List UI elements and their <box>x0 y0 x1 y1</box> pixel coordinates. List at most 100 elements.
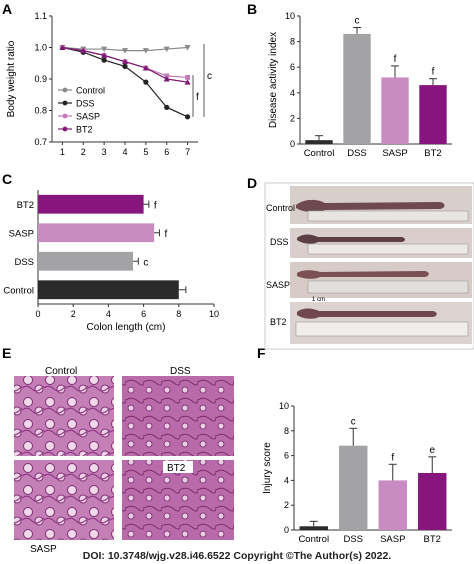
tick-label-c-x: 0 <box>35 309 40 319</box>
label-d-sasp: SASP <box>266 280 290 290</box>
tick-label-a-x: 2 <box>81 147 86 157</box>
tick-label-f-y: 10 <box>279 401 289 411</box>
ruler-dss <box>307 243 469 255</box>
sig-label-f: e <box>429 445 435 456</box>
tick-label-b-y: 10 <box>285 11 295 21</box>
bar-f-sasp <box>378 480 407 530</box>
legend-marker-control <box>62 87 68 93</box>
point-bt2 <box>142 64 149 71</box>
label-bg-bt2 <box>163 461 193 473</box>
tick-label-c-x: 2 <box>71 309 76 319</box>
bar-c-dss <box>38 251 134 271</box>
category-label-b: BT2 <box>424 148 441 159</box>
panel-letter-a: A <box>2 1 12 17</box>
tick-label-a-x: 3 <box>102 147 107 157</box>
histology-bt2 <box>122 460 234 540</box>
label-bg-control <box>40 364 88 376</box>
point-bt2 <box>101 52 108 58</box>
label-d-bt2: BT2 <box>270 317 287 327</box>
category-label-b: Control <box>304 148 335 159</box>
bar-c-bt2 <box>38 194 144 214</box>
colon-dss <box>297 234 405 244</box>
histology-control <box>14 376 114 456</box>
legend-marker-sasp <box>62 113 68 119</box>
point-bt2 <box>122 58 128 65</box>
bar-f-control <box>299 526 328 530</box>
sig-label-c: c <box>143 257 148 268</box>
colon-sasp <box>297 270 429 279</box>
point-dss <box>164 104 170 110</box>
bar-b-bt2 <box>419 85 447 144</box>
category-label-f: Control <box>298 534 329 545</box>
point-dss <box>122 63 128 69</box>
sig-label-f: f <box>391 452 394 463</box>
tick-label-f-y: 8 <box>284 426 289 436</box>
legend-label-control: Control <box>76 86 105 96</box>
axis-label-b-y: Disease activity index <box>268 32 279 128</box>
sig-label-f: c <box>351 416 356 427</box>
tick-label-c-x: 4 <box>106 309 111 319</box>
point-control <box>122 48 128 54</box>
point-bt2 <box>59 44 66 50</box>
histology-sasp <box>14 460 114 540</box>
tick-label-b-y: 8 <box>290 37 295 47</box>
sig-label-c: f <box>154 200 157 211</box>
tick-label-a-y: 1.0 <box>34 43 47 53</box>
category-label-f: DSS <box>343 534 363 545</box>
ruler-bt2 <box>295 321 469 337</box>
tick-label-a-x: 5 <box>143 147 148 157</box>
bar-f-bt2 <box>418 472 447 530</box>
category-label-c: Control <box>3 285 34 296</box>
sig-label-b: f <box>394 54 397 65</box>
sig-label-b: f <box>432 67 435 78</box>
legend-label-sasp: SASP <box>76 112 100 122</box>
colon-control <box>296 199 445 213</box>
bar-c-control <box>38 280 179 300</box>
tick-label-a-y: 0.9 <box>34 74 47 84</box>
tick-label-f-y: 4 <box>284 475 289 485</box>
category-label-f: SASP <box>380 534 405 545</box>
ruler-cm-label: 1 cm <box>312 297 325 303</box>
legend-marker-bt2 <box>62 126 68 132</box>
category-label-f: BT2 <box>424 534 441 545</box>
bar-b-control <box>305 140 333 144</box>
tick-label-c-x: 8 <box>176 309 181 319</box>
point-bt2 <box>80 47 87 54</box>
category-label-b: SASP <box>382 148 407 159</box>
tick-label-a-y: 0.7 <box>34 137 47 147</box>
tick-label-a-x: 7 <box>185 147 190 157</box>
chart-a-body-weight: 0.7 0.8 0.9 1.0 1.1 1 2 3 4 5 6 7 Body weight ratio C… <box>6 11 212 157</box>
sig-label-b: c <box>355 16 360 27</box>
axis-label-c-x: Colon length (cm) <box>87 322 166 333</box>
point-bt2 <box>163 76 170 82</box>
label-e-dss: DSS <box>170 366 191 377</box>
point-sasp <box>164 73 170 79</box>
axis-label-f-y: Injury score <box>262 442 273 494</box>
point-control <box>163 46 170 53</box>
bar-b-sasp <box>381 77 409 144</box>
legend-label-dss: DSS <box>76 99 95 109</box>
tick-label-a-x: 1 <box>60 147 65 157</box>
category-label-b: DSS <box>347 148 367 159</box>
point-control <box>184 45 191 51</box>
tick-label-b-y: 4 <box>290 88 295 98</box>
panel-e-histology: Control DSS SASP BT2 <box>14 364 234 555</box>
panel-letter-e: E <box>2 345 11 361</box>
legend-marker-dss <box>62 100 68 106</box>
tick-label-f-y: 0 <box>284 525 289 535</box>
annotation-a-f: f <box>196 92 199 103</box>
panel-letter-b: B <box>247 1 257 17</box>
annotation-a-c: c <box>207 71 212 82</box>
point-dss <box>184 114 191 120</box>
tick-label-c-x: 10 <box>209 309 219 319</box>
colon-bt2 <box>297 308 437 319</box>
chart-b-disease-activity: 0 2 4 6 8 10 Control c DSS f SASP f BT2 Disease activ… <box>268 11 452 159</box>
tick-label-a-x: 4 <box>122 147 127 157</box>
tick-label-b-y: 2 <box>290 113 295 123</box>
tick-label-f-y: 2 <box>284 500 289 510</box>
panel-letter-d: D <box>247 175 257 191</box>
doi-footer: DOI: 10.3748/wjg.v28.i46.6522 Copyright … <box>82 550 392 562</box>
label-e-control: Control <box>45 366 77 377</box>
sig-label-c: f <box>164 229 167 240</box>
